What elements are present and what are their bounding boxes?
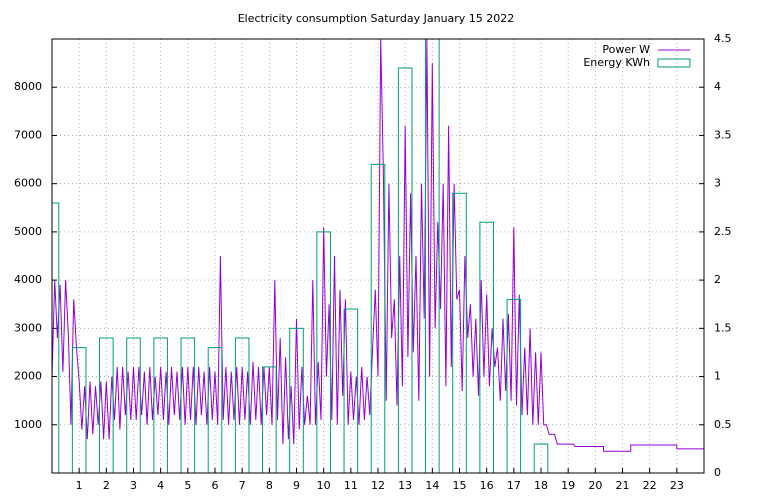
y-tick-label: 2000 [14,370,42,383]
energy-box [397,67,413,473]
x-tick-label: 9 [293,479,300,492]
energy-box [99,337,114,473]
x-tick-label: 12 [371,479,385,492]
legend-swatch [657,58,691,68]
energy-box [126,337,141,473]
y-tick-label: 1000 [14,418,42,431]
y-tick-label: 6000 [14,177,42,190]
x-tick-label: 10 [317,479,331,492]
y2-tick-label: 4.5 [714,32,732,45]
x-tick-label: 20 [588,479,602,492]
legend-label: Energy KWh [583,56,650,69]
x-tick-label: 19 [561,479,575,492]
energy-box [207,347,223,473]
x-tick-label: 4 [157,479,164,492]
energy-box [506,298,522,473]
y-tick-label: 5000 [14,225,42,238]
y-tick-label: 3000 [14,321,42,334]
x-tick-label: 18 [534,479,548,492]
power-line [52,39,704,452]
energy-box [180,337,196,473]
plot-area [52,39,704,473]
y-tick-label: 4000 [14,273,42,286]
energy-box [153,337,168,473]
energy-box [452,192,467,473]
y-tick-label: 7000 [14,128,42,141]
energy-box [479,221,494,473]
x-tick-label: 13 [398,479,412,492]
energy-box [71,347,87,473]
x-tick-label: 21 [616,479,630,492]
y2-tick-label: 0.5 [714,418,732,431]
plot-frame [51,38,705,474]
x-tick-label: 17 [507,479,521,492]
y2-tick-label: 0 [714,466,721,479]
y2-tick-label: 3 [714,177,721,190]
x-tick-label: 16 [480,479,494,492]
chart-title: Electricity consumption Saturday January… [238,12,515,25]
energy-box [533,443,549,473]
energy-box [289,327,304,473]
x-tick-label: 22 [643,479,657,492]
energy-box [425,39,440,473]
x-tick-label: 7 [239,479,246,492]
x-tick-label: 2 [103,479,110,492]
y2-tick-label: 1 [714,370,721,383]
x-tick-label: 8 [266,479,273,492]
y2-tick-label: 2 [714,273,721,286]
y2-tick-label: 2.5 [714,225,732,238]
x-tick-label: 23 [670,479,684,492]
x-tick-label: 3 [130,479,137,492]
x-tick-label: 14 [425,479,439,492]
y2-tick-label: 1.5 [714,321,732,334]
x-tick-label: 11 [344,479,358,492]
energy-box [316,231,331,473]
y2-tick-label: 4 [714,80,721,93]
energy-box [370,163,386,473]
x-tick-label: 1 [76,479,83,492]
energy-box [52,202,60,473]
legend-label: Power W [602,43,650,56]
y-tick-label: 8000 [14,80,42,93]
y2-tick-label: 3.5 [714,128,732,141]
x-tick-label: 5 [184,479,191,492]
x-tick-label: 15 [453,479,467,492]
energy-box [234,337,250,473]
x-tick-label: 6 [212,479,219,492]
